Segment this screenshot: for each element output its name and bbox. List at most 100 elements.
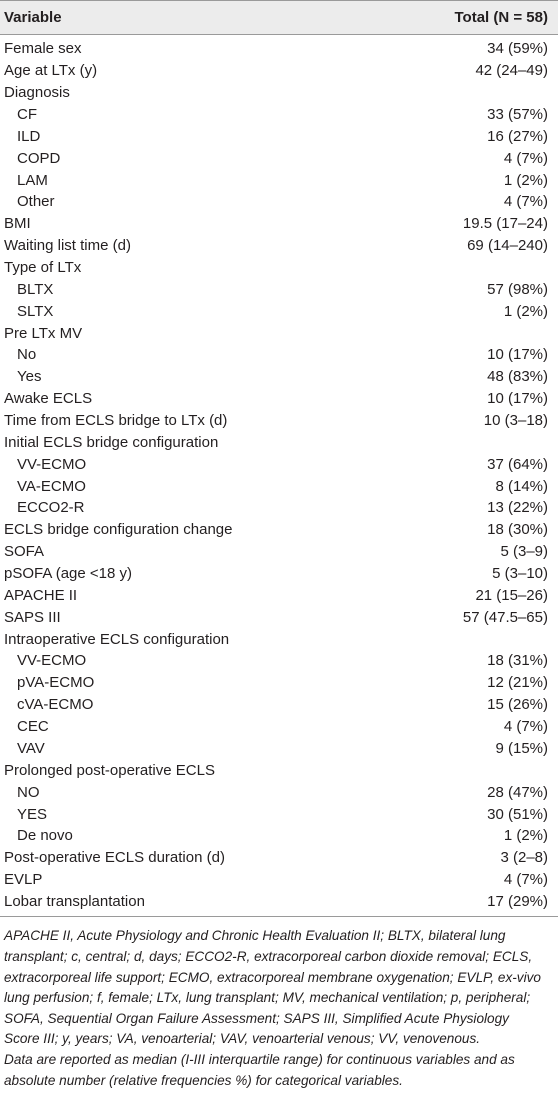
- table-subrow: VV-ECMO 37 (64%): [0, 453, 558, 475]
- table-row: Age at LTx (y) 42 (24–49): [0, 60, 558, 82]
- table-row: BMI 19.5 (17–24): [0, 213, 558, 235]
- row-value: 8 (14%): [495, 477, 548, 495]
- table-subrow: VA-ECMO 8 (14%): [0, 475, 558, 497]
- row-value: 1 (2%): [503, 827, 548, 845]
- table-row: Lobar transplantation 17 (29%): [0, 891, 558, 913]
- table-subrow: pVA-ECMO 12 (21%): [0, 672, 558, 694]
- row-value: 69 (14–240): [467, 237, 548, 255]
- table-row: Diagnosis: [0, 82, 558, 104]
- row-label: Intraoperative ECLS configuration: [4, 630, 230, 648]
- row-value: 3 (2–8): [500, 849, 548, 867]
- row-value: 4 (7%): [503, 193, 548, 211]
- row-value: 4 (7%): [503, 718, 548, 736]
- row-label: NO: [17, 783, 40, 801]
- table-row: pSOFA (age <18 y) 5 (3–10): [0, 563, 558, 585]
- row-label: VAV: [17, 739, 45, 757]
- row-label: pVA-ECMO: [17, 674, 95, 692]
- row-label: CF: [17, 106, 37, 123]
- row-label: ECCO2-R: [17, 499, 85, 517]
- row-label: COPD: [17, 149, 61, 167]
- row-label: Awake ECLS: [4, 390, 93, 408]
- row-value: 18 (30%): [487, 521, 548, 539]
- row-label: BMI: [4, 215, 31, 233]
- row-label: Waiting list time (d): [4, 237, 131, 255]
- row-label: Lobar transplantation: [4, 892, 145, 910]
- table-body: Female sex 34 (59%) Age at LTx (y) 42 (24–4…: [0, 35, 558, 918]
- row-label: Age at LTx (y): [4, 62, 98, 80]
- row-value: 57 (98%): [487, 280, 548, 298]
- row-label: No: [17, 346, 37, 364]
- table-row: Post-operative ECLS duration (d) 3 (2–8): [0, 847, 558, 869]
- row-label: Female sex: [4, 40, 82, 58]
- row-label: SOFA: [4, 543, 45, 561]
- table-subrow: CF 33 (57%): [0, 104, 558, 126]
- row-value: 1 (2%): [503, 171, 548, 189]
- table-subrow: NO 28 (47%): [0, 781, 558, 803]
- row-label: EVLP: [4, 871, 43, 889]
- table-subrow: SLTX 1 (2%): [0, 300, 558, 322]
- footnote: APACHE II, Acute Physiology and Chronic …: [4, 928, 541, 1047]
- table-row: Type of LTx: [0, 257, 558, 279]
- table-row: Awake ECLS 10 (17%): [0, 388, 558, 410]
- row-value: 17 (29%): [487, 892, 548, 910]
- table-row: APACHE II 21 (15–26): [0, 584, 558, 606]
- row-value: 42 (24–49): [475, 62, 548, 80]
- row-label: YES: [17, 805, 48, 823]
- table-subrow: CEC 4 (7%): [0, 716, 558, 738]
- table-row: Prolonged post-operative ECLS: [0, 759, 558, 781]
- row-value: 18 (31%): [487, 652, 548, 670]
- table-subrow: YES 30 (51%): [0, 803, 558, 825]
- row-label: ECLS bridge configuration change: [4, 521, 233, 539]
- row-value: 48 (83%): [487, 368, 548, 386]
- table-subrow: VAV 9 (15%): [0, 738, 558, 760]
- table-subrow: ILD 16 (27%): [0, 125, 558, 147]
- table-subrow: BLTX 57 (98%): [0, 278, 558, 300]
- row-value: 21 (15–26): [475, 586, 548, 604]
- row-label: Other: [17, 193, 55, 211]
- row-label: BLTX: [17, 280, 54, 298]
- row-label: pSOFA (age <18 y): [4, 565, 132, 583]
- row-value: 33 (57%): [487, 106, 548, 123]
- table-row: Waiting list time (d) 69 (14–240): [0, 235, 558, 257]
- header-row: Variable Total (N = 58): [0, 0, 558, 35]
- table-row: Initial ECLS bridge configuration: [0, 431, 558, 453]
- table-row: SAPS III 57 (47.5–65): [0, 606, 558, 628]
- row-value: 5 (3–10): [492, 565, 548, 583]
- row-label: APACHE II: [4, 586, 78, 604]
- row-value: 4 (7%): [503, 871, 548, 889]
- table-row: SOFA 5 (3–9): [0, 541, 558, 563]
- row-label: VA-ECMO: [17, 477, 86, 495]
- table-subrow: cVA-ECMO 15 (26%): [0, 694, 558, 716]
- row-label: Initial ECLS bridge configuration: [4, 433, 219, 451]
- row-label: Post-operative ECLS duration (d): [4, 849, 225, 867]
- row-value: 16 (27%): [487, 127, 548, 145]
- row-value: 5 (3–9): [500, 543, 548, 561]
- row-value: 57 (47.5–65): [462, 608, 548, 626]
- row-value: 10 (17%): [487, 346, 548, 364]
- row-label: SAPS III: [4, 608, 61, 626]
- row-label: CEC: [17, 718, 49, 736]
- row-value: 4 (7%): [503, 149, 548, 167]
- row-value: 19.5 (17–24): [462, 215, 548, 233]
- row-label: SLTX: [17, 302, 54, 320]
- table-row: Time from ECLS bridge to LTx (d) 10 (3–18…: [0, 410, 558, 432]
- row-label: De novo: [17, 827, 73, 845]
- table-subrow: No 10 (17%): [0, 344, 558, 366]
- table-row: EVLP 4 (7%): [0, 869, 558, 891]
- table-subrow: Other 4 (7%): [0, 191, 558, 213]
- row-label: Time from ECLS bridge to LTx (d): [4, 412, 228, 430]
- row-label: LAM: [17, 171, 48, 189]
- row-label: cVA-ECMO: [17, 696, 94, 714]
- table-subrow: VV-ECMO 18 (31%): [0, 650, 558, 672]
- footnotes: APACHE II, Acute Physiology and Chronic …: [0, 917, 558, 1091]
- row-value: 34 (59%): [487, 40, 548, 58]
- row-value: 37 (64%): [487, 455, 548, 473]
- header-total: Total (N = 58): [454, 9, 549, 26]
- table-row: Intraoperative ECLS configuration: [0, 628, 558, 650]
- row-value: 10 (17%): [487, 390, 548, 408]
- row-label: Yes: [17, 368, 42, 386]
- row-value: 15 (26%): [487, 696, 548, 714]
- row-label: Type of LTx: [4, 259, 82, 277]
- row-value: 13 (22%): [487, 499, 548, 517]
